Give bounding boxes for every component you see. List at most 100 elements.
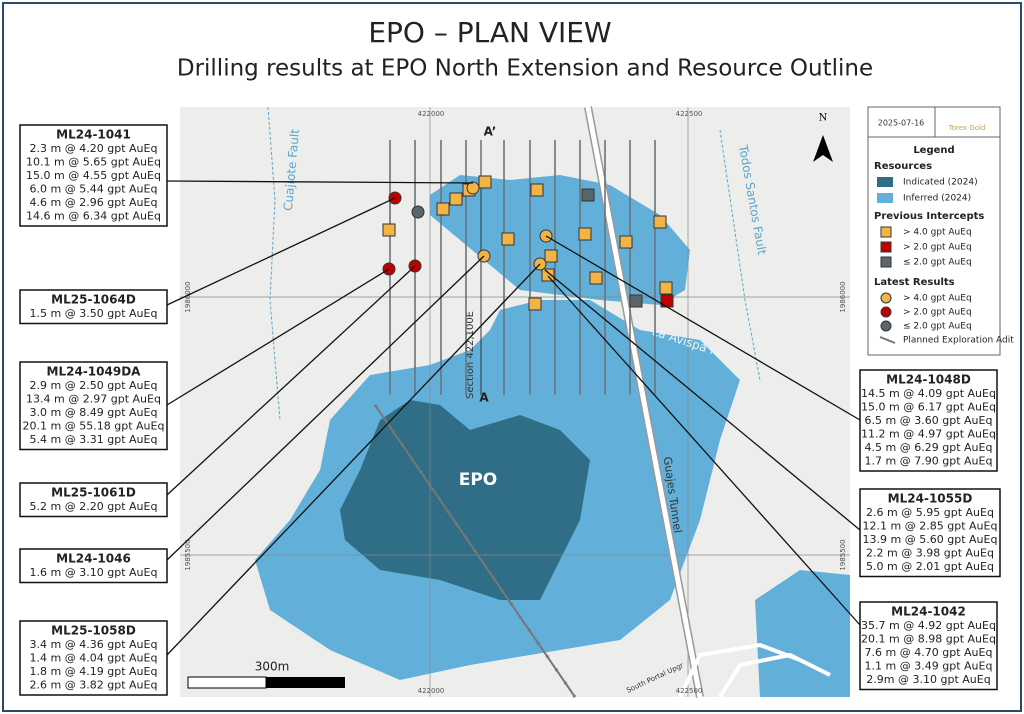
legend-label: > 2.0 gpt AuEq xyxy=(903,243,972,253)
intercept-square xyxy=(478,175,492,189)
leader-line xyxy=(166,263,541,656)
intercept-square xyxy=(629,294,643,308)
grid-label: 1986000 xyxy=(184,281,192,312)
callout-box xyxy=(19,124,168,227)
callout-line: 13.9 m @ 5.60 gpt AuEq xyxy=(863,533,998,546)
section-end: A’ xyxy=(484,125,497,139)
legend-date: 2025-07-16 xyxy=(878,119,925,128)
grid-label: 422000 xyxy=(418,110,445,118)
intercept-square xyxy=(619,235,633,249)
legend-symbol xyxy=(880,320,892,332)
callout-title: ML24-1046 xyxy=(56,552,131,566)
leader-line xyxy=(166,268,390,406)
leader-line xyxy=(547,275,861,626)
callout-line: 1.7 m @ 7.90 gpt AuEq xyxy=(865,455,993,468)
callout-title: ML24-1042 xyxy=(891,605,966,619)
intercept-square xyxy=(659,281,673,295)
callout-line: 2.6 m @ 5.95 gpt AuEq xyxy=(866,506,994,519)
callout-line: 5.2 m @ 2.20 gpt AuEq xyxy=(30,500,158,513)
legend: 2025-07-16 Torex Gold Legend Resources I… xyxy=(867,106,1014,356)
legend-label: Inferred (2024) xyxy=(903,194,971,204)
callout-line: 2.2 m @ 3.98 gpt AuEq xyxy=(866,547,994,560)
intercept-square xyxy=(581,188,595,202)
callout-line: 11.2 m @ 4.97 gpt AuEq xyxy=(861,428,996,441)
callout-box xyxy=(19,361,168,451)
intercept-square xyxy=(501,232,515,246)
intercept-square xyxy=(544,249,558,263)
legend-symbol xyxy=(880,256,892,268)
map: 422000 422500 422000 422500 1986000 1985… xyxy=(180,106,850,699)
subtitle: Drilling results at EPO North Extension … xyxy=(177,56,873,82)
intercept-square xyxy=(528,297,542,311)
section-label: Section 422,100E xyxy=(465,311,476,399)
leader-line xyxy=(544,269,861,531)
callout-title: ML24-1049DA xyxy=(47,365,142,379)
legend-label: > 2.0 gpt AuEq xyxy=(903,308,972,318)
inferred-resource xyxy=(755,570,850,697)
callout-box xyxy=(859,369,998,472)
callout-line: 12.1 m @ 2.85 gpt AuEq xyxy=(863,520,998,533)
callout-line: 2.9m @ 3.10 gpt AuEq xyxy=(866,673,990,686)
callout-title: ML25-1061D xyxy=(51,486,136,500)
callout-title: ML24-1055D xyxy=(888,492,973,506)
callout-line: 2.3 m @ 4.20 gpt AuEq xyxy=(30,142,158,155)
callout-line: 5.0 m @ 2.01 gpt AuEq xyxy=(866,560,994,573)
intercept-square xyxy=(660,294,674,308)
leader-line xyxy=(166,255,485,561)
callout-line: 20.1 m @ 55.18 gpt AuEq xyxy=(23,420,165,433)
legend-label: Planned Exploration Adit xyxy=(903,336,1014,346)
callout-line: 1.1 m @ 3.49 gpt AuEq xyxy=(865,660,993,673)
intercept-square xyxy=(541,268,555,282)
callout-line: 2.6 m @ 3.82 gpt AuEq xyxy=(30,679,158,692)
deposit-label: EPO xyxy=(459,470,498,490)
legend-heading: Resources xyxy=(874,161,932,172)
callout-line: 3.0 m @ 8.49 gpt AuEq xyxy=(30,406,158,419)
result-circle xyxy=(411,205,425,219)
north-label: N xyxy=(819,113,828,124)
leader-line xyxy=(166,197,396,306)
legend-symbol xyxy=(880,306,892,318)
legend-symbol xyxy=(880,241,892,253)
intercept-square xyxy=(589,271,603,285)
grid-label: 1985500 xyxy=(184,539,192,570)
callout-line: 4.5 m @ 6.29 gpt AuEq xyxy=(865,441,993,454)
leader-line xyxy=(166,265,416,496)
intercept-square xyxy=(449,192,463,206)
leader-line xyxy=(545,235,861,421)
road xyxy=(678,642,831,699)
intercept-square xyxy=(530,183,544,197)
callout-box xyxy=(19,620,168,696)
logo: Torex Gold xyxy=(948,124,986,132)
grid-label: 422500 xyxy=(676,687,703,695)
intercept-square xyxy=(382,223,396,237)
intercept-square xyxy=(436,202,450,216)
intercept-square xyxy=(653,215,667,229)
callout-line: 7.6 m @ 4.70 gpt AuEq xyxy=(865,646,993,659)
callout-line: 2.9 m @ 2.50 gpt AuEq xyxy=(30,379,158,392)
callout-box xyxy=(19,482,168,518)
indicated-resource xyxy=(340,400,590,600)
title: EPO – PLAN VIEW xyxy=(368,16,611,49)
legend-label: Indicated (2024) xyxy=(903,178,978,188)
north-arrow xyxy=(813,135,833,162)
callout-line: 6.5 m @ 3.60 gpt AuEq xyxy=(865,414,993,427)
callout-line: 10.1 m @ 5.65 gpt AuEq xyxy=(26,156,161,169)
callout-line: 13.4 m @ 2.97 gpt AuEq xyxy=(26,393,161,406)
callout-line: 4.6 m @ 2.96 gpt AuEq xyxy=(30,196,158,209)
scale-label: 300m xyxy=(255,660,290,674)
section-end: A xyxy=(479,391,489,405)
callout-box xyxy=(19,548,168,584)
callout-line: 14.5 m @ 4.09 gpt AuEq xyxy=(861,387,996,400)
legend-symbol xyxy=(880,292,892,304)
tunnel xyxy=(585,106,703,698)
callout-line: 14.6 m @ 6.34 gpt AuEq xyxy=(26,210,161,223)
callout-line: 1.4 m @ 4.04 gpt AuEq xyxy=(30,652,158,665)
callout-line: 20.1 m @ 8.98 gpt AuEq xyxy=(861,633,996,646)
legend-symbol xyxy=(880,226,892,238)
callout-box xyxy=(859,601,998,691)
callout-title: ML25-1064D xyxy=(51,293,136,307)
grid-label: 1986000 xyxy=(839,281,847,312)
inferred-resource xyxy=(430,175,690,305)
